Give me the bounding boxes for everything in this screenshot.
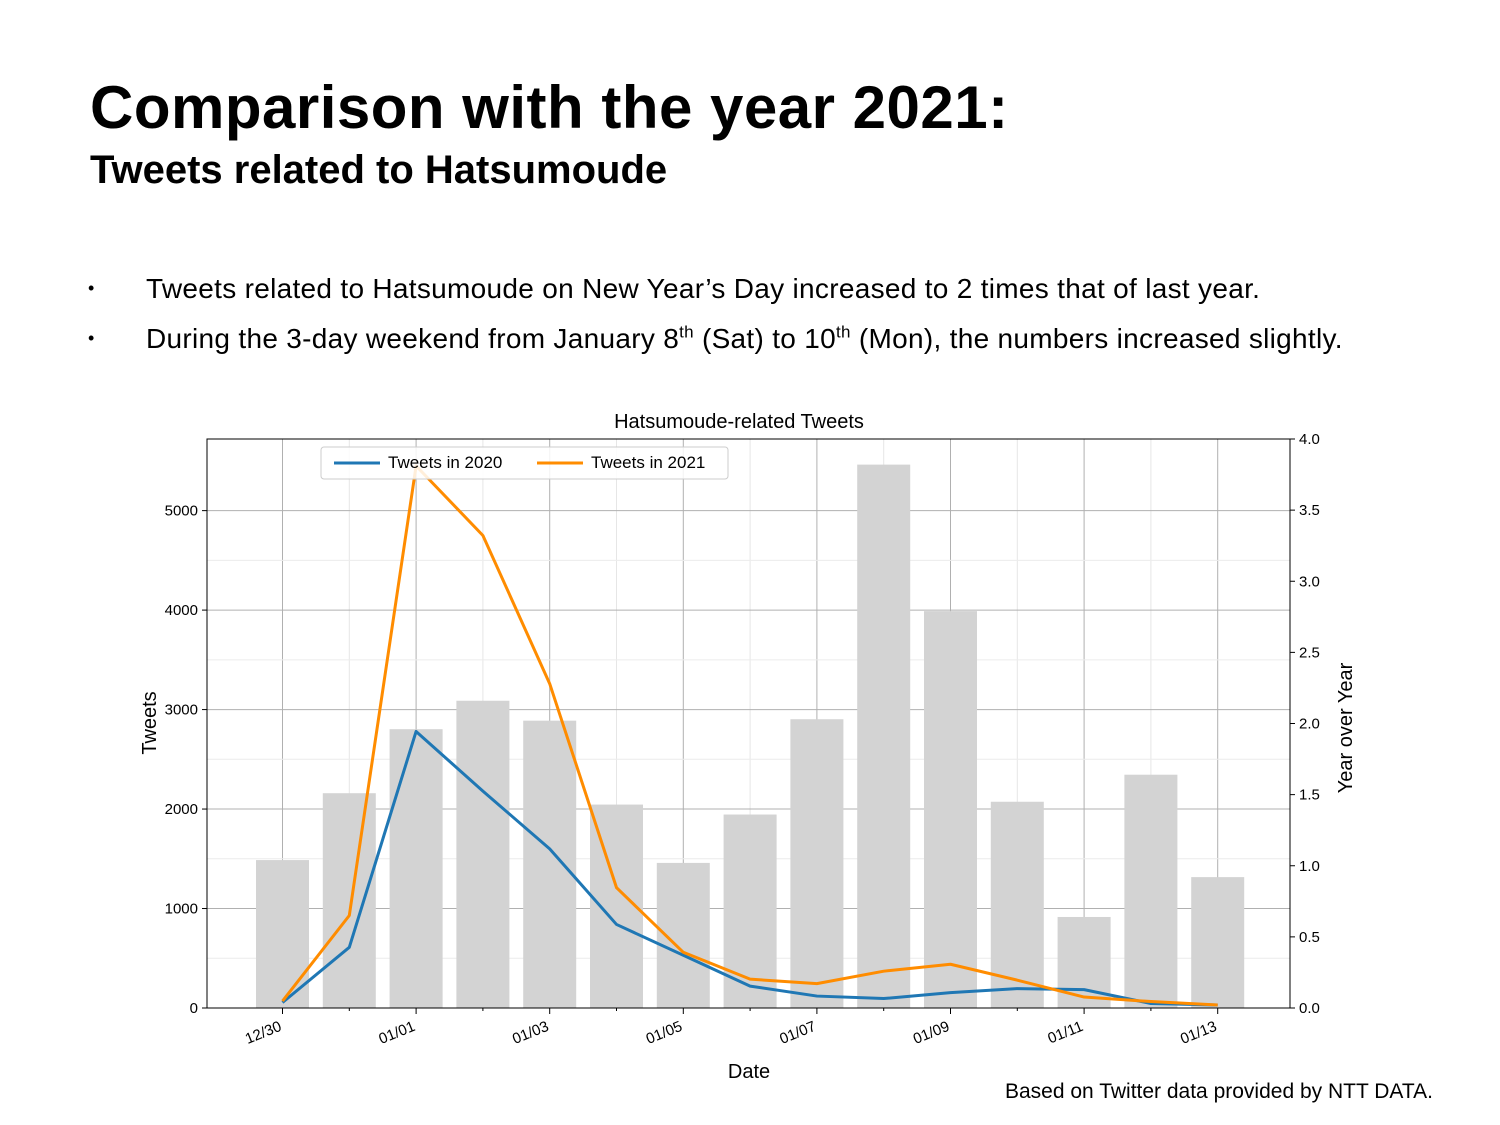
yoy-bar (924, 611, 977, 1008)
bullet-item: Tweets related to Hatsumoude on New Year… (146, 268, 1406, 310)
x-tick-label: 01/13 (1178, 1018, 1219, 1048)
y2-tick-label: 1.5 (1299, 787, 1320, 804)
hatsumoude-chart: Hatsumoude-related Tweets Date Tweets Ye… (139, 411, 1357, 1083)
yoy-bar (256, 860, 309, 1008)
y2-tick-label: 0.5 (1299, 929, 1320, 946)
bullet-text: During the 3-day weekend from January 8 (146, 323, 680, 354)
x-tick-label: 01/03 (510, 1018, 551, 1048)
y-tick-label: 0 (190, 1000, 198, 1017)
bullet-marker: • (88, 278, 95, 298)
y2-tick-label: 1.0 (1299, 858, 1320, 875)
ordinal-suffix: th (679, 322, 694, 342)
bars (256, 464, 1245, 1009)
x-tick-label: 01/07 (777, 1018, 818, 1048)
yoy-bar (456, 700, 510, 1008)
yoy-bar (1191, 877, 1245, 1008)
x-tick-label: 12/30 (243, 1018, 284, 1048)
x-tick-label: 01/11 (1045, 1018, 1085, 1047)
y2-tick-label: 4.0 (1299, 431, 1320, 448)
legend-label: Tweets in 2021 (591, 453, 705, 472)
y2-axis-label: Year over Year (1335, 662, 1357, 793)
ordinal-suffix: th (836, 322, 851, 342)
legend: Tweets in 2020 Tweets in 2021 (320, 446, 729, 480)
y2-tick-label: 2.5 (1299, 644, 1320, 661)
source-note: Based on Twitter data provided by NTT DA… (1005, 1080, 1433, 1103)
y2-tick-label: 3.5 (1299, 502, 1320, 519)
y-tick-label: 4000 (165, 602, 198, 619)
y2-tick-label: 3.0 (1299, 573, 1320, 590)
yoy-bar (389, 729, 443, 1008)
y-tick-label: 3000 (165, 702, 198, 719)
series-line-2020 (281, 729, 1218, 1007)
chart-title: Hatsumoude-related Tweets (614, 411, 864, 433)
x-tick-label: 01/09 (911, 1018, 952, 1048)
bullet-text: (Sat) to 10 (693, 323, 836, 354)
y2-tick-label: 0.0 (1299, 1000, 1320, 1017)
yoy-bar (322, 793, 376, 1008)
legend-label: Tweets in 2020 (388, 453, 502, 472)
x-tick-label: 01/05 (644, 1018, 685, 1048)
slide-subtitle: Tweets related to Hatsumoude (90, 148, 668, 192)
y-tick-label: 1000 (165, 901, 198, 918)
series-line-2021 (281, 464, 1218, 1007)
y-tick-label: 2000 (165, 801, 198, 818)
bullet-marker: • (88, 328, 95, 348)
bullet-text: (Mon), the numbers increased slightly. (850, 323, 1343, 354)
x-tick-label: 01/01 (376, 1018, 417, 1048)
bullet-text: Tweets related to Hatsumoude on New Year… (146, 273, 1261, 304)
legend-box (320, 446, 729, 480)
y-axis-label: Tweets (139, 691, 161, 754)
x-axis-label: Date (728, 1061, 770, 1083)
yoy-bar (1124, 774, 1178, 1008)
yoy-bar (790, 719, 844, 1008)
yoy-bar (723, 814, 777, 1008)
y2-tick-label: 2.0 (1299, 716, 1320, 733)
yoy-bar (990, 801, 1044, 1008)
bullet-item: During the 3-day weekend from January 8t… (146, 318, 1406, 360)
yoy-bar (857, 464, 911, 1009)
y-tick-label: 5000 (165, 503, 198, 520)
series-lines (281, 464, 1218, 1007)
yoy-bar (523, 720, 577, 1008)
slide-title: Comparison with the year 2021: (90, 74, 1009, 141)
